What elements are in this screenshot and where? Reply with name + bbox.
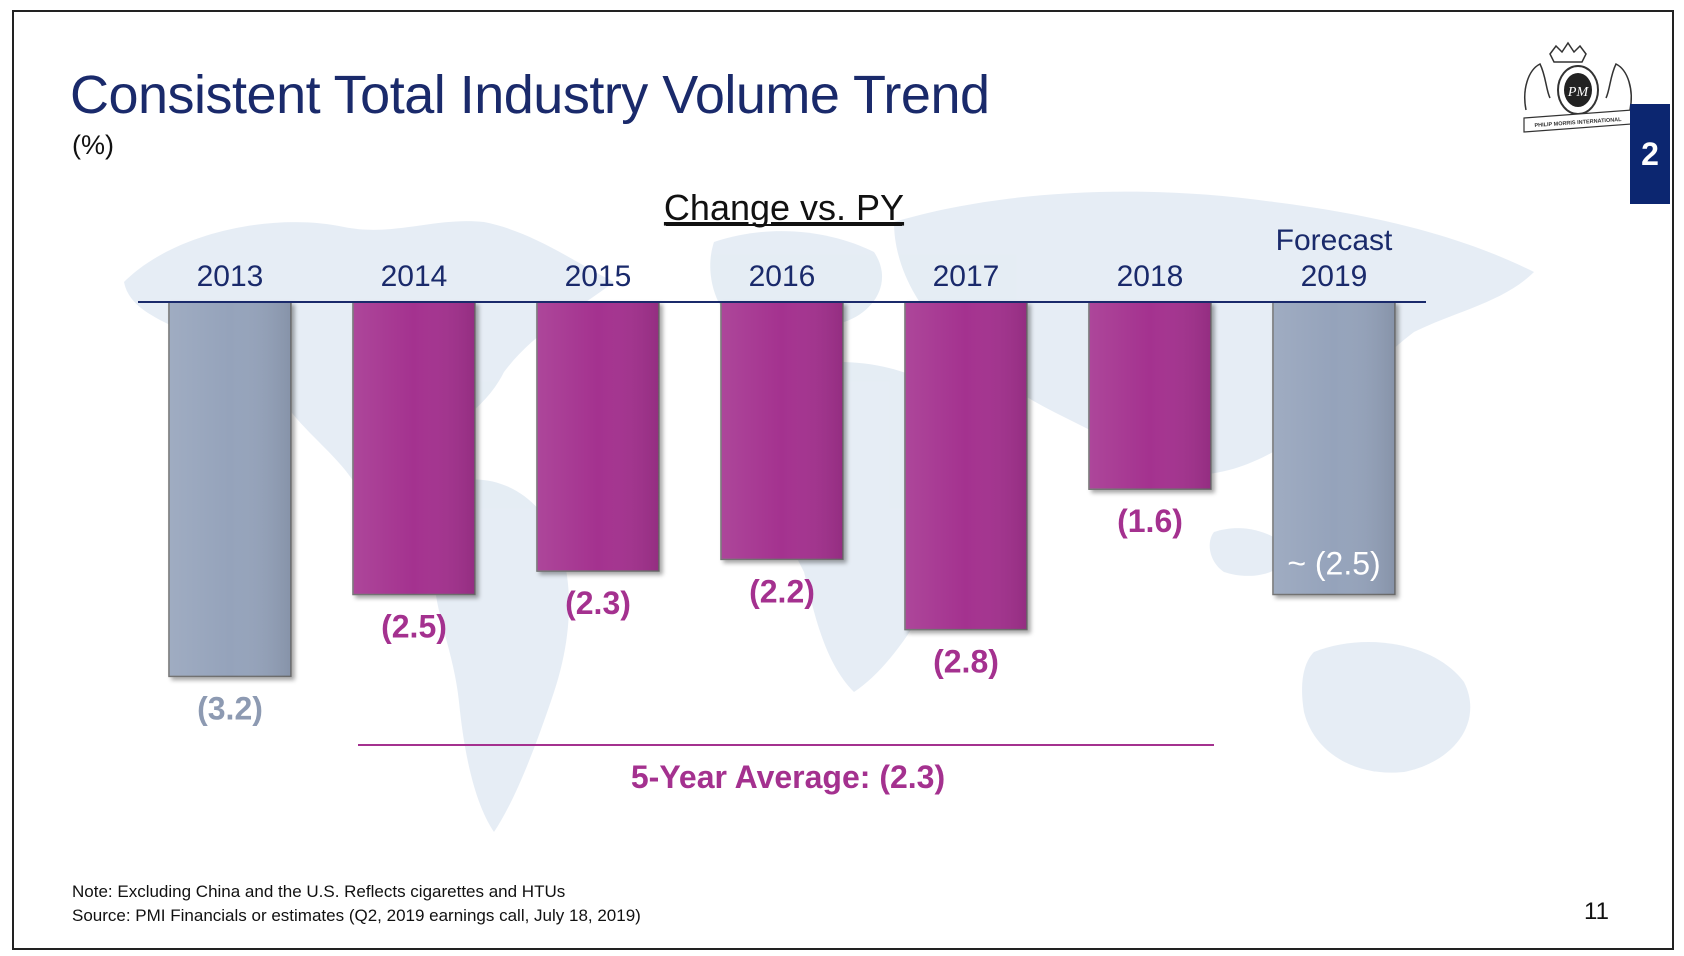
value-label-1: (2.5) [381, 609, 447, 645]
bar-gloss-5 [1089, 302, 1211, 490]
slide: Change vs. PY 2013 (3.2) 2014 (2.5) 2015 (2.3)… [12, 10, 1674, 950]
bar-gloss-2 [537, 302, 659, 572]
bar-gloss-3 [721, 302, 843, 560]
bar-gloss-0 [169, 302, 291, 677]
section-tab: 2 [1630, 104, 1670, 204]
footnote-note: Note: Excluding China and the U.S. Refle… [72, 882, 566, 901]
chart: Change vs. PY 2013 (3.2) 2014 (2.5) 2015 (2.3)… [124, 187, 1534, 832]
bar-gloss-6 [1273, 302, 1395, 595]
category-label-4: 2017 [933, 260, 1000, 293]
category-label-0: 2013 [197, 260, 264, 293]
category-label-5: 2018 [1117, 260, 1184, 293]
bar-gloss-1 [353, 302, 475, 595]
value-label-2: (2.3) [565, 585, 631, 621]
category-label-1: 2014 [381, 260, 448, 293]
category-label-2: 2015 [565, 260, 632, 293]
value-label-6: ~ (2.5) [1287, 546, 1380, 582]
chart-title: Change vs. PY [664, 187, 904, 228]
value-label-0: (3.2) [197, 690, 263, 726]
page-title: Consistent Total Industry Volume Trend [70, 65, 990, 125]
page-subtitle-unit: (%) [72, 130, 114, 160]
footnote-source: Source: PMI Financials or estimates (Q2,… [72, 906, 641, 925]
pmi-logo-crest: PM PHILIP MORRIS INTERNATIONAL [1523, 41, 1633, 133]
logo-monogram: PM [1567, 85, 1590, 100]
value-label-4: (2.8) [933, 644, 999, 680]
value-label-5: (1.6) [1117, 503, 1183, 539]
footnote: Note: Excluding China and the U.S. Refle… [72, 880, 641, 928]
category-label-6-line1: Forecast [1276, 224, 1393, 257]
average-annotation: 5-Year Average: (2.3) [631, 759, 945, 795]
category-label-6-line2: 2019 [1301, 260, 1368, 293]
category-label-3: 2016 [749, 260, 816, 293]
value-label-3: (2.2) [749, 573, 815, 609]
page-number: 11 [1584, 898, 1609, 925]
bar-gloss-4 [905, 302, 1027, 630]
